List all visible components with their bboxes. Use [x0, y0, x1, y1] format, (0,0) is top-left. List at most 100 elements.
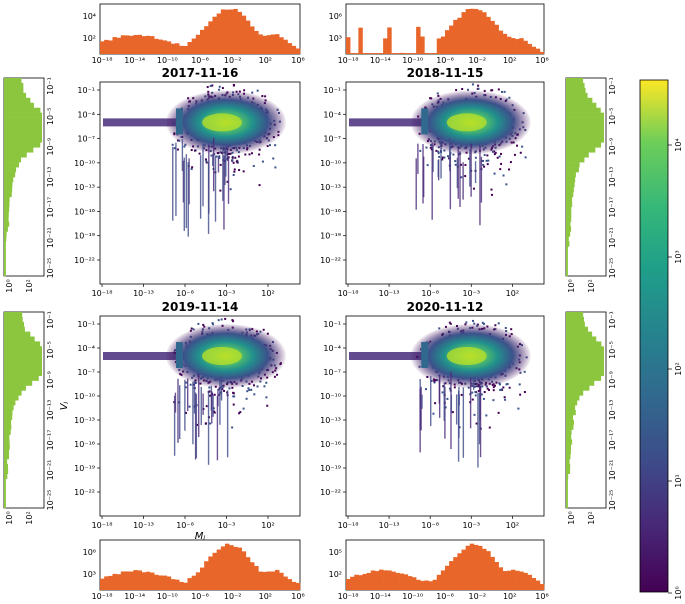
y-tick-label: 10⁻¹⁶	[74, 440, 95, 449]
hist-x-tick-label: 10⁻¹⁸	[92, 56, 113, 65]
heatmap-peak	[202, 113, 242, 132]
hist-bar	[4, 331, 31, 337]
heatmap-cell	[424, 388, 427, 391]
hist-bar	[346, 37, 351, 54]
hist-bar	[566, 172, 576, 178]
heatmap-cell	[215, 155, 218, 158]
hist-bar	[4, 266, 6, 272]
hist-y-tick-label: 10⁻¹⁷	[608, 197, 617, 218]
hist-bar	[4, 92, 27, 99]
heatmap-cell	[432, 412, 435, 415]
heatmap-cell	[452, 153, 455, 156]
heatmap-streak	[449, 147, 451, 160]
x-tick-label: 10²	[506, 289, 519, 298]
hist-bar	[170, 579, 176, 590]
heatmap-streak	[438, 379, 441, 404]
hist-bar	[566, 326, 589, 332]
hist-bar	[183, 582, 188, 590]
hist-x-tick-label: 10⁰	[5, 511, 14, 524]
heatmap-cell	[487, 388, 490, 391]
hist-bar	[374, 571, 380, 590]
hist-bar	[4, 449, 10, 455]
heatmap-cell	[491, 193, 494, 196]
hist-bar	[370, 570, 376, 590]
heatmap-cell	[447, 155, 450, 158]
heatmap-cell	[208, 386, 211, 389]
heatmap-streak	[472, 377, 475, 390]
hist-bar	[531, 46, 537, 54]
hist-bar	[4, 478, 6, 484]
y-tick-label: 10⁻²²	[74, 256, 95, 265]
hist-bar	[494, 24, 499, 54]
x-tick-label: 10⁻⁸	[421, 289, 439, 298]
heatmap-streak	[187, 162, 189, 237]
heatmap-cell	[492, 389, 495, 392]
heatmap-cell	[441, 156, 444, 159]
hist-bar	[566, 82, 585, 89]
hist-bar	[428, 581, 433, 590]
heatmap-cell	[183, 145, 186, 148]
hist-x-tick-label: 10⁻²	[469, 592, 487, 601]
hist-x-tick-label: 10²	[259, 56, 272, 65]
hist-bar	[362, 573, 367, 590]
hist-bar	[566, 503, 568, 509]
hist-bar	[566, 147, 596, 153]
hist-bar	[208, 556, 213, 590]
hist-bar	[4, 405, 14, 411]
hist-bar	[162, 575, 167, 590]
hist-bar	[506, 36, 512, 54]
heatmap-cell	[246, 390, 249, 393]
heatmap-cell	[229, 188, 232, 191]
colorbar: 10⁴ 10³ 10² 10¹ 10⁰	[639, 79, 683, 600]
hist-bar	[566, 266, 568, 272]
heatmap-streak	[417, 143, 419, 174]
heatmap-cell	[523, 370, 526, 373]
heatmap-cell	[474, 394, 477, 397]
heatmap-cell	[232, 84, 235, 87]
hist-y-tick-label: 10³	[329, 34, 342, 43]
hist-bar	[233, 8, 238, 55]
hist-bar	[191, 38, 197, 54]
hist-x-tick-label: 10²	[587, 511, 596, 524]
hist-bar	[116, 574, 122, 590]
hist-bar	[229, 9, 234, 54]
x-axis-label: Mⱼ	[195, 531, 206, 542]
heatmap-cell	[490, 188, 493, 191]
hist-x-tick-label: 10⁻¹⁸	[338, 56, 359, 65]
heatmap-cell	[493, 384, 496, 387]
heatmap-streak	[224, 147, 226, 186]
hist-bar	[154, 574, 159, 590]
heatmap-streak	[202, 393, 204, 415]
heatmap-cell	[496, 156, 499, 159]
y-tick-label: 10⁻⁷	[77, 368, 95, 377]
hist-bar	[4, 211, 9, 217]
heatmap-cell	[226, 180, 229, 183]
hist-bar	[158, 575, 163, 590]
heatmap-cell	[273, 375, 276, 378]
hist-bar	[457, 17, 462, 54]
colorbar-tick-label: 10²	[674, 362, 683, 375]
x-tick-label: 10⁻¹³	[133, 289, 154, 298]
hist-bar	[566, 473, 569, 479]
hist-bar	[4, 206, 10, 212]
heatmap-streak	[217, 156, 220, 173]
hist-bar	[4, 122, 42, 128]
hist-bar	[200, 29, 205, 54]
hist-bar	[566, 493, 568, 499]
heatmap-cell	[221, 388, 224, 391]
hist-bar	[4, 117, 42, 123]
hist-bar	[566, 498, 568, 504]
hist-bar	[566, 112, 604, 118]
heatmap-cell	[218, 156, 221, 159]
hist-x-tick-label: 10⁻²	[224, 56, 242, 65]
hist-bar	[4, 454, 9, 460]
hist-bar	[112, 573, 117, 590]
hist-bar	[566, 454, 571, 460]
hist-bar	[279, 37, 284, 54]
hist-bar	[4, 221, 10, 227]
hist-bar	[291, 581, 297, 590]
hist-bar	[453, 19, 458, 54]
heatmap-streak	[193, 380, 196, 414]
heatmap-cell	[262, 328, 265, 331]
hist-bar	[566, 196, 573, 203]
